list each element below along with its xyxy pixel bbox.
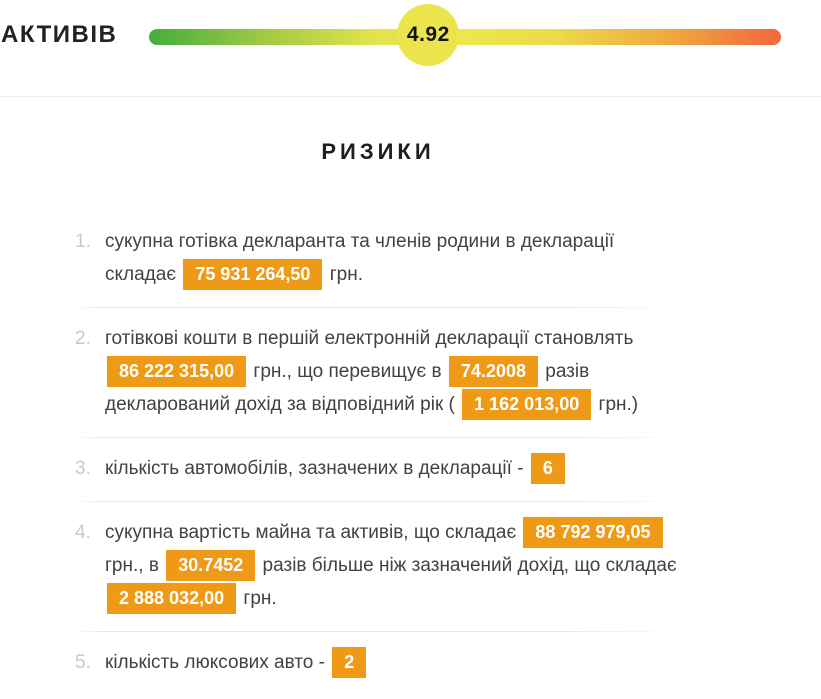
- risk-item-text: грн.: [238, 588, 277, 609]
- risk-value-badge: 6: [530, 453, 565, 485]
- risk-value-badge: 74.2008: [448, 356, 538, 388]
- risk-value-badge: 30.7452: [166, 550, 256, 582]
- risk-item-number: 3.: [75, 458, 91, 479]
- risk-item-text: грн.): [593, 394, 639, 415]
- risk-item-text: сукупна вартість майна та активів, що ск…: [105, 522, 522, 543]
- risk-value-badge: 75 931 264,50: [183, 259, 323, 291]
- risk-item-text: кількість автомобілів, зазначених в декл…: [105, 458, 529, 479]
- risk-item-text: грн., в: [105, 555, 165, 576]
- risk-item: 5. кількість люксових авто - 2: [0, 631, 700, 695]
- risk-item-number: 1.: [75, 231, 91, 252]
- gauge-label: АКТИВІВ: [1, 21, 118, 48]
- risk-item-number: 5.: [75, 652, 91, 673]
- risk-item-text: готівкові кошти в першій електронній дек…: [105, 328, 634, 349]
- risk-item-text: кількість люксових авто -: [105, 652, 331, 673]
- risk-item-text: грн.: [324, 264, 363, 285]
- risk-item-number: 4.: [75, 522, 91, 543]
- risk-item-text: разів більше ніж зазначений дохід, що ск…: [257, 555, 677, 576]
- risk-value-badge: 1 162 013,00: [462, 389, 592, 421]
- risk-item-number: 2.: [75, 328, 91, 349]
- risk-value-badge: 88 792 979,05: [523, 517, 663, 549]
- risk-value-badge: 2: [332, 647, 367, 679]
- risk-value-badge: 2 888 032,00: [107, 583, 237, 615]
- gauge-gradient-track[interactable]: [149, 29, 781, 45]
- risk-list: 1. сукупна готівка декларанта та членів р…: [0, 210, 700, 695]
- gauge-value-knob[interactable]: 4.92: [397, 4, 460, 66]
- risk-item-text: грн., що перевищує в: [248, 361, 447, 382]
- risk-value-badge: 86 222 315,00: [107, 356, 247, 388]
- risk-item: 1. сукупна готівка декларанта та членів р…: [0, 210, 700, 307]
- assets-gauge-section: АКТИВІВ 4.92: [0, 0, 821, 97]
- risks-title: РИЗИКИ: [321, 139, 435, 164]
- risk-item-text: разів декларований дохід за відповідний …: [105, 361, 590, 415]
- risk-item: 3. кількість автомобілів, зазначених в де…: [0, 437, 700, 501]
- gauge-value: 4.92: [406, 23, 450, 46]
- risk-item: 4. сукупна вартість майна та активів, що …: [0, 501, 700, 631]
- risks-section: РИЗИКИ 1. сукупна готівка декларанта та ч…: [0, 97, 821, 695]
- risk-item-text: сукупна готівка декларанта та членів род…: [105, 231, 615, 285]
- risk-item: 2. готівкові кошти в першій електронній д…: [0, 307, 700, 437]
